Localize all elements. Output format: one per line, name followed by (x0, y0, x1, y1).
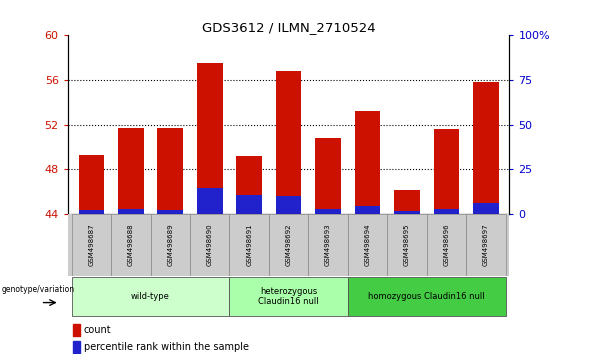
Bar (473, 203, 499, 214)
Bar (73, 324, 80, 336)
Bar (72, 277, 230, 316)
Text: GSM498690: GSM498690 (207, 224, 213, 267)
Bar (78, 210, 104, 214)
Bar (236, 195, 262, 214)
Bar (348, 214, 387, 276)
Bar (308, 214, 348, 276)
Bar (315, 209, 341, 214)
Bar (157, 210, 183, 214)
Bar (236, 156, 262, 214)
Bar (197, 63, 223, 214)
Bar (230, 277, 348, 316)
Text: GSM498689: GSM498689 (167, 224, 173, 267)
Bar (151, 214, 190, 276)
Bar (394, 211, 420, 214)
Bar (387, 214, 426, 276)
Text: GSM498697: GSM498697 (483, 224, 489, 267)
Bar (276, 196, 302, 214)
Text: count: count (84, 325, 111, 335)
Title: GDS3612 / ILMN_2710524: GDS3612 / ILMN_2710524 (202, 21, 375, 34)
Bar (348, 277, 505, 316)
Bar (197, 188, 223, 214)
Text: GSM498696: GSM498696 (444, 224, 449, 267)
Bar (72, 214, 111, 276)
Text: wild-type: wild-type (131, 292, 170, 301)
Bar (73, 341, 80, 353)
Text: GSM498688: GSM498688 (128, 224, 134, 267)
Bar (355, 112, 380, 214)
Bar (426, 214, 466, 276)
Text: GSM498693: GSM498693 (325, 224, 331, 267)
Bar (269, 214, 308, 276)
Bar (315, 138, 341, 214)
Bar (466, 214, 505, 276)
Bar (111, 214, 151, 276)
Text: percentile rank within the sample: percentile rank within the sample (84, 342, 249, 352)
Text: GSM498687: GSM498687 (88, 224, 94, 267)
Text: GSM498695: GSM498695 (404, 224, 410, 267)
Bar (434, 129, 459, 214)
Bar (276, 71, 302, 214)
Bar (355, 206, 380, 214)
Text: GSM498694: GSM498694 (365, 224, 370, 267)
Bar (473, 82, 499, 214)
Bar (394, 190, 420, 214)
Bar (190, 214, 230, 276)
Bar (157, 128, 183, 214)
Bar (230, 214, 269, 276)
Text: GSM498692: GSM498692 (286, 224, 292, 267)
Bar (434, 209, 459, 214)
Bar (118, 128, 144, 214)
Text: homozygous Claudin16 null: homozygous Claudin16 null (368, 292, 485, 301)
Text: heterozygous
Claudin16 null: heterozygous Claudin16 null (259, 287, 319, 306)
Bar (78, 155, 104, 214)
Text: genotype/variation: genotype/variation (1, 285, 74, 294)
Bar (118, 209, 144, 214)
Text: GSM498691: GSM498691 (246, 224, 252, 267)
